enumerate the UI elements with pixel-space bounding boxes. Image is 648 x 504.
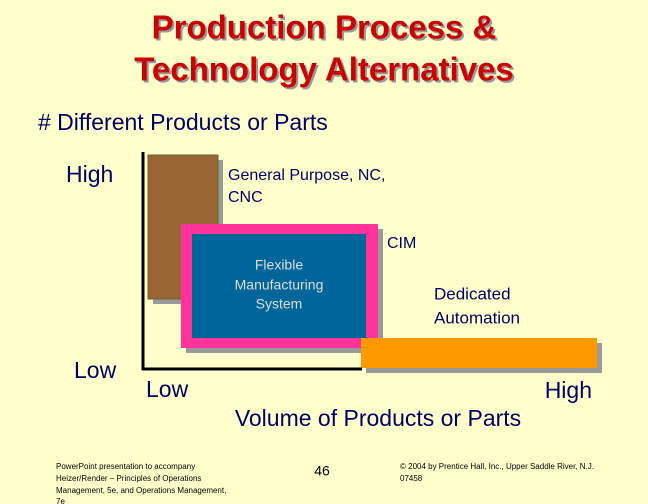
footer-copyright: 07458	[400, 474, 423, 483]
footer-source: Management, 5e, and Operations Managemen…	[56, 486, 226, 495]
footer-source: 7e	[56, 497, 65, 504]
page-number: 46	[314, 463, 330, 479]
region-label: CIM	[387, 235, 416, 252]
region-label: Dedicated	[434, 284, 511, 303]
title-shadow: Technology Alternatives	[136, 53, 516, 90]
region-label: Automation	[434, 308, 520, 327]
region-label: CNC	[228, 189, 263, 206]
title: Production Process &	[152, 9, 497, 46]
region-label: Flexible	[255, 257, 303, 273]
y-axis-label: # Different Products or Parts	[38, 109, 328, 135]
footer-copyright: © 2004 by Prentice Hall, Inc., Upper Sad…	[400, 462, 594, 471]
fms-box	[192, 234, 366, 338]
x-low: Low	[146, 376, 189, 402]
title-shadow: Production Process &	[154, 11, 499, 48]
region-label: System	[256, 296, 303, 312]
region-label: Manufacturing	[235, 277, 324, 293]
x-high: High	[545, 377, 592, 403]
y-high: High	[66, 161, 113, 187]
y-low: Low	[74, 357, 117, 383]
x-axis-label: Volume of Products or Parts	[235, 405, 521, 431]
dedicated-box	[361, 338, 597, 368]
title: Technology Alternatives	[134, 51, 514, 88]
footer-source: Heizer/Render – Principles of Operations	[56, 474, 201, 483]
footer-source: PowerPoint presentation to accompany	[56, 462, 195, 471]
region-label: General Purpose, NC,	[228, 167, 385, 184]
